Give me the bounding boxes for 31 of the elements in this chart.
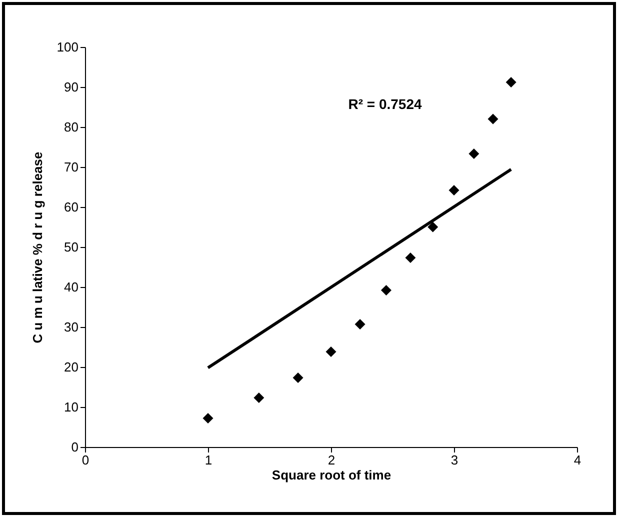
- point: [202, 412, 214, 424]
- point: [380, 284, 392, 296]
- point: [506, 76, 516, 88]
- y-tick-label: 70: [64, 160, 78, 174]
- point: [292, 372, 304, 384]
- x-tick-label: 3: [450, 452, 458, 468]
- y-tick-label: 30: [64, 320, 78, 334]
- point: [448, 184, 460, 196]
- x-tick-label: 1: [204, 452, 212, 468]
- y-axis-title: C u m u lative % d r u g release: [30, 152, 45, 344]
- x-tick-label: 4: [574, 452, 582, 468]
- y-tick-label: 20: [64, 360, 78, 374]
- y-tick-label: 0: [71, 440, 78, 454]
- point: [488, 114, 498, 124]
- point: [354, 318, 366, 330]
- point: [326, 346, 336, 358]
- x-tick-label: 2: [328, 452, 336, 468]
- point: [468, 148, 480, 160]
- y-tick-label: 100: [56, 40, 78, 54]
- y-tick-label: 10: [64, 400, 78, 414]
- y-tick-label: 80: [64, 120, 78, 134]
- point: [405, 252, 416, 264]
- x-axis-title: Square root of time: [272, 468, 392, 482]
- y-tick-label: 40: [64, 280, 78, 294]
- point: [254, 392, 264, 404]
- y-tick-label: 90: [64, 80, 78, 94]
- x-tick-label: 0: [82, 452, 90, 468]
- point: [428, 222, 438, 232]
- annotation: R² = 0.7524: [348, 96, 422, 112]
- y-tick-label: 50: [64, 240, 78, 254]
- y-tick-label: 60: [64, 200, 78, 214]
